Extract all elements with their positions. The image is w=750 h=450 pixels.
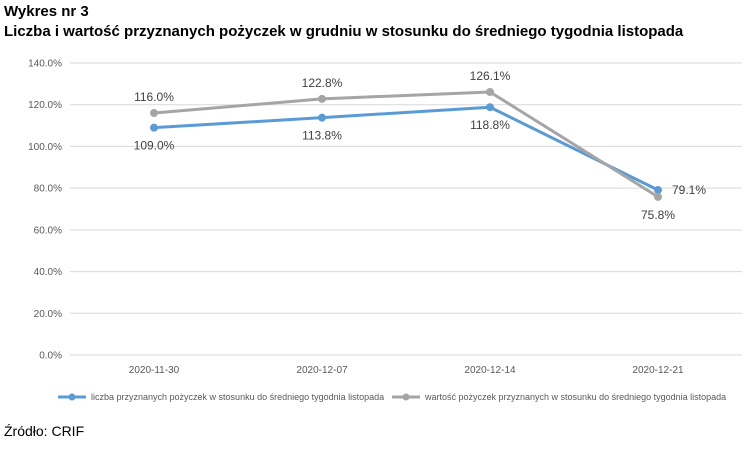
- chart-title: Liczba i wartość przyznanych pożyczek w …: [4, 23, 684, 40]
- data-label: 75.8%: [641, 208, 675, 222]
- y-tick-label: 20.0%: [34, 309, 62, 320]
- x-tick-label: 2020-12-21: [632, 365, 684, 376]
- series-line: [152, 105, 660, 192]
- y-tick-label: 80.0%: [34, 184, 62, 195]
- x-tick-label: 2020-12-07: [296, 365, 348, 376]
- chart-heading: Wykres nr 3 Liczba i wartość przyznanych…: [4, 2, 683, 42]
- legend-marker: [402, 393, 410, 401]
- data-label: 109.0%: [134, 139, 175, 153]
- legend-marker: [68, 393, 76, 401]
- data-point: [318, 94, 326, 103]
- series-lines: [150, 87, 662, 201]
- data-point: [318, 113, 326, 122]
- source-note: Źródło: CRIF: [4, 423, 85, 439]
- legend: liczba przyznanych pożyczek w stosunku d…: [58, 392, 726, 402]
- legend-label: liczba przyznanych pożyczek w stosunku d…: [91, 392, 384, 402]
- y-tick-label: 0.0%: [39, 351, 62, 362]
- data-point: [654, 192, 662, 201]
- y-tick-label: 100.0%: [28, 142, 62, 153]
- x-axis-tick-labels: 2020-11-30 2020-12-07 2020-12-14 2020-12-21: [129, 365, 684, 376]
- data-point: [654, 186, 662, 195]
- series-line: [152, 90, 660, 199]
- y-tick-label: 140.0%: [28, 59, 62, 70]
- line-chart: 0.0% 20.0% 40.0% 60.0% 80.0% 100.0% 120.0% 140.…: [28, 59, 742, 402]
- data-label: 126.1%: [470, 69, 511, 83]
- data-label: 79.1%: [672, 183, 706, 197]
- data-point: [486, 87, 494, 96]
- data-labels: 109.0% 113.8% 118.8% 79.1% 116.0% 122.8% 126.1…: [134, 69, 707, 222]
- y-tick-label: 60.0%: [34, 225, 62, 236]
- y-tick-label: 40.0%: [34, 267, 62, 278]
- data-label: 118.8%: [470, 118, 510, 132]
- x-tick-label: 2020-12-14: [464, 365, 516, 376]
- data-point: [150, 123, 158, 132]
- x-tick-label: 2020-11-30: [129, 365, 180, 376]
- data-label: 113.8%: [302, 129, 342, 143]
- y-axis-tick-labels: 0.0% 20.0% 40.0% 60.0% 80.0% 100.0% 120.0% 140.…: [28, 59, 62, 362]
- data-label: 116.0%: [134, 90, 174, 104]
- legend-label: wartość pożyczek przyznanych w stosunku …: [424, 392, 726, 402]
- y-tick-label: 120.0%: [28, 100, 62, 111]
- data-label: 122.8%: [302, 76, 343, 90]
- data-point: [150, 109, 158, 118]
- gridlines: [70, 62, 742, 356]
- data-point: [486, 103, 494, 112]
- figure-number: Wykres nr 3: [4, 3, 89, 20]
